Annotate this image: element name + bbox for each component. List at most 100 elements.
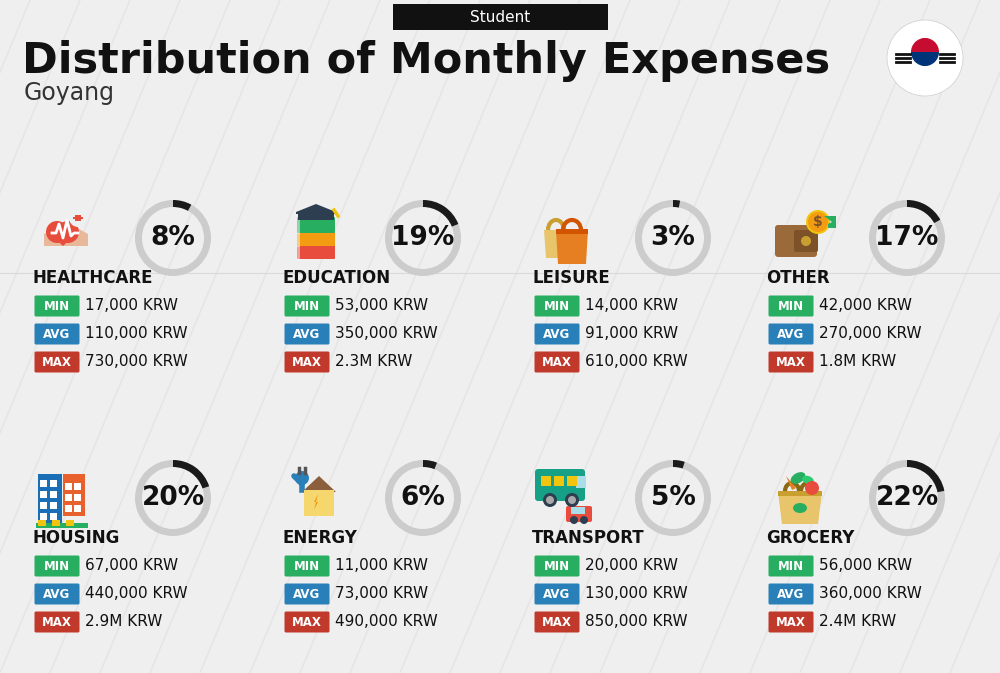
- FancyBboxPatch shape: [768, 324, 814, 345]
- Wedge shape: [869, 460, 945, 536]
- Bar: [40, 480, 47, 487]
- Text: 2.4M KRW: 2.4M KRW: [819, 614, 896, 629]
- Bar: [38, 520, 46, 526]
- FancyBboxPatch shape: [285, 555, 330, 577]
- Text: AVG: AVG: [777, 588, 805, 600]
- Text: 19%: 19%: [391, 225, 455, 251]
- Bar: [74, 494, 81, 501]
- FancyBboxPatch shape: [534, 295, 580, 316]
- Text: MIN: MIN: [778, 559, 804, 573]
- Wedge shape: [423, 460, 437, 469]
- Circle shape: [918, 38, 932, 52]
- Text: 1.8M KRW: 1.8M KRW: [819, 355, 896, 369]
- Text: MAX: MAX: [292, 616, 322, 629]
- FancyBboxPatch shape: [535, 469, 585, 501]
- Bar: [65, 483, 72, 490]
- Bar: [567, 476, 577, 486]
- Circle shape: [546, 496, 554, 504]
- Bar: [778, 491, 822, 496]
- Wedge shape: [907, 200, 940, 223]
- Text: Goyang: Goyang: [24, 81, 115, 105]
- FancyBboxPatch shape: [34, 351, 80, 372]
- Circle shape: [580, 516, 588, 524]
- Wedge shape: [907, 460, 944, 492]
- Text: 91,000 KRW: 91,000 KRW: [585, 326, 678, 341]
- Bar: [38, 474, 62, 526]
- Bar: [50, 491, 57, 498]
- Text: 73,000 KRW: 73,000 KRW: [335, 586, 428, 602]
- Wedge shape: [135, 200, 211, 276]
- Text: 20,000 KRW: 20,000 KRW: [585, 559, 678, 573]
- Text: MIN: MIN: [44, 299, 70, 312]
- Polygon shape: [296, 204, 336, 214]
- Polygon shape: [314, 494, 318, 510]
- Text: MIN: MIN: [44, 559, 70, 573]
- Text: 5%: 5%: [651, 485, 695, 511]
- Bar: [73, 217, 83, 219]
- Wedge shape: [911, 38, 939, 52]
- FancyBboxPatch shape: [393, 4, 608, 30]
- Bar: [50, 480, 57, 487]
- FancyBboxPatch shape: [34, 555, 80, 577]
- FancyBboxPatch shape: [768, 583, 814, 604]
- Text: MAX: MAX: [776, 355, 806, 369]
- Bar: [50, 502, 57, 509]
- Text: MAX: MAX: [776, 616, 806, 629]
- Text: 130,000 KRW: 130,000 KRW: [585, 586, 688, 602]
- FancyBboxPatch shape: [297, 230, 335, 246]
- Text: MIN: MIN: [544, 299, 570, 312]
- Circle shape: [565, 493, 579, 507]
- Circle shape: [806, 210, 830, 234]
- Text: EDUCATION: EDUCATION: [282, 269, 390, 287]
- Text: MAX: MAX: [542, 616, 572, 629]
- Bar: [554, 476, 564, 486]
- Bar: [75, 215, 81, 221]
- Text: GROCERY: GROCERY: [766, 529, 854, 547]
- Text: AVG: AVG: [543, 588, 571, 600]
- FancyBboxPatch shape: [34, 324, 80, 345]
- FancyBboxPatch shape: [297, 217, 335, 233]
- Text: 17%: 17%: [875, 225, 939, 251]
- Text: OTHER: OTHER: [766, 269, 830, 287]
- FancyBboxPatch shape: [534, 612, 580, 633]
- Text: 730,000 KRW: 730,000 KRW: [85, 355, 188, 369]
- Text: 2.9M KRW: 2.9M KRW: [85, 614, 162, 629]
- Ellipse shape: [793, 503, 807, 513]
- Text: 11,000 KRW: 11,000 KRW: [335, 559, 428, 573]
- Text: 42,000 KRW: 42,000 KRW: [819, 299, 912, 314]
- Circle shape: [805, 481, 819, 495]
- FancyBboxPatch shape: [285, 324, 330, 345]
- FancyBboxPatch shape: [566, 506, 592, 522]
- Circle shape: [69, 209, 87, 227]
- Wedge shape: [173, 460, 209, 489]
- Text: MAX: MAX: [542, 355, 572, 369]
- Bar: [74, 505, 81, 512]
- Bar: [50, 513, 57, 520]
- Text: 850,000 KRW: 850,000 KRW: [585, 614, 688, 629]
- Bar: [576, 476, 586, 488]
- Text: TRANSPORT: TRANSPORT: [532, 529, 645, 547]
- FancyBboxPatch shape: [768, 555, 814, 577]
- Bar: [40, 502, 47, 509]
- Polygon shape: [556, 230, 588, 264]
- Text: 56,000 KRW: 56,000 KRW: [819, 559, 912, 573]
- Bar: [74, 483, 81, 490]
- Wedge shape: [423, 200, 458, 227]
- Bar: [52, 520, 60, 526]
- Text: MIN: MIN: [294, 299, 320, 312]
- FancyBboxPatch shape: [768, 612, 814, 633]
- FancyBboxPatch shape: [285, 295, 330, 316]
- Wedge shape: [385, 200, 461, 276]
- Text: 270,000 KRW: 270,000 KRW: [819, 326, 922, 341]
- Text: AVG: AVG: [43, 588, 71, 600]
- FancyBboxPatch shape: [768, 295, 814, 316]
- FancyBboxPatch shape: [34, 583, 80, 604]
- FancyBboxPatch shape: [285, 351, 330, 372]
- Circle shape: [570, 516, 578, 524]
- Text: 14,000 KRW: 14,000 KRW: [585, 299, 678, 314]
- Text: 350,000 KRW: 350,000 KRW: [335, 326, 438, 341]
- FancyBboxPatch shape: [768, 351, 814, 372]
- Circle shape: [808, 212, 828, 232]
- FancyBboxPatch shape: [285, 612, 330, 633]
- Text: Student: Student: [470, 9, 531, 24]
